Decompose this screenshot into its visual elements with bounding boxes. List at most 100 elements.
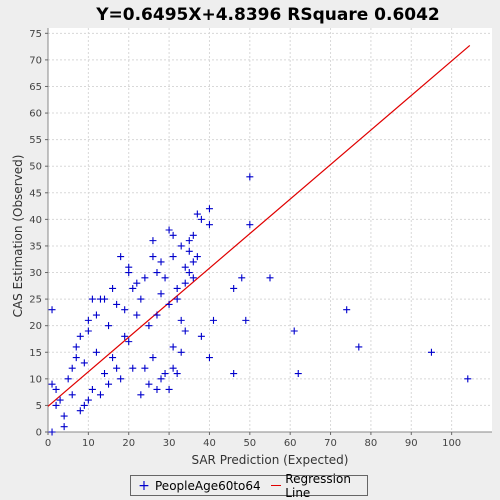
data-point	[125, 338, 133, 346]
y-tick-label: 30	[29, 268, 42, 279]
data-point	[133, 311, 141, 319]
legend-label-regression: Regression Line	[285, 471, 351, 500]
data-point	[48, 306, 56, 314]
data-point	[121, 306, 129, 314]
data-point	[48, 380, 56, 388]
data-point	[137, 295, 145, 303]
data-point	[181, 327, 189, 335]
data-point	[153, 385, 161, 393]
data-point	[52, 385, 60, 393]
data-point	[205, 205, 213, 213]
x-tick-label: 70	[324, 438, 337, 449]
data-point	[68, 364, 76, 372]
data-point	[294, 370, 302, 378]
data-point	[242, 316, 250, 324]
scatter-points	[48, 173, 472, 436]
y-tick-label: 5	[36, 401, 42, 412]
y-tick-label: 15	[29, 348, 42, 359]
data-point	[169, 343, 177, 351]
data-point	[230, 370, 238, 378]
data-point	[464, 375, 472, 383]
data-point	[266, 274, 274, 282]
x-tick-label: 100	[442, 438, 461, 449]
data-point	[64, 375, 72, 383]
data-point	[145, 380, 153, 388]
y-tick-label: 10	[29, 374, 42, 385]
data-point	[343, 306, 351, 314]
data-point	[169, 253, 177, 261]
chart-legend: + PeopleAge60to64 Regression Line	[130, 472, 368, 500]
data-point	[113, 300, 121, 308]
data-point	[165, 300, 173, 308]
y-tick-label: 55	[29, 135, 42, 146]
y-axis-ticks: 0 5 10 15 20 25 30 35 40 45 50 55 60 65 70 75	[29, 29, 48, 439]
x-tick-label: 90	[405, 438, 418, 449]
chart-title: Y=0.6495X+4.8396 RSquare 0.6042	[95, 5, 440, 25]
y-tick-label: 40	[29, 215, 42, 226]
data-point	[60, 423, 68, 431]
data-point	[181, 279, 189, 287]
data-point	[246, 221, 254, 229]
data-point	[80, 401, 88, 409]
data-point	[117, 375, 125, 383]
regression-line-layer	[47, 45, 471, 407]
data-point	[205, 354, 213, 362]
data-point	[92, 311, 100, 319]
x-tick-label: 60	[284, 438, 297, 449]
legend-item-regression: Regression Line	[270, 471, 357, 500]
data-point	[193, 210, 201, 218]
y-tick-label: 50	[29, 162, 42, 173]
data-point	[165, 385, 173, 393]
data-point	[153, 269, 161, 277]
data-point	[230, 284, 238, 292]
data-point	[129, 364, 137, 372]
y-tick-label: 70	[29, 55, 42, 66]
legend-item-points: + PeopleAge60to64	[137, 479, 261, 493]
data-point	[197, 215, 205, 223]
y-tick-label: 75	[29, 29, 42, 40]
data-point	[185, 237, 193, 245]
data-point	[205, 221, 213, 229]
y-tick-label: 60	[29, 109, 42, 120]
data-point	[157, 258, 165, 266]
data-point	[84, 396, 92, 404]
y-axis-label: CAS Estimation (Observed)	[11, 155, 25, 318]
plot-area	[48, 28, 492, 432]
data-point	[185, 247, 193, 255]
data-point	[117, 253, 125, 261]
y-tick-label: 35	[29, 241, 42, 252]
x-tick-label: 10	[82, 438, 95, 449]
data-point	[68, 391, 76, 399]
data-point	[96, 391, 104, 399]
data-point	[177, 242, 185, 250]
data-point	[173, 295, 181, 303]
data-point	[101, 370, 109, 378]
x-tick-label: 0	[45, 438, 51, 449]
data-point	[80, 359, 88, 367]
data-point	[149, 237, 157, 245]
data-point	[84, 316, 92, 324]
y-tick-label: 65	[29, 82, 42, 93]
y-tick-label: 0	[36, 428, 42, 439]
legend-label-points: PeopleAge60to64	[155, 478, 261, 493]
axes	[47, 28, 492, 433]
data-point	[157, 375, 165, 383]
data-point	[177, 316, 185, 324]
data-point	[177, 348, 185, 356]
data-point	[133, 279, 141, 287]
data-point	[121, 332, 129, 340]
x-axis-label: SAR Prediction (Expected)	[192, 453, 349, 467]
data-point	[149, 253, 157, 261]
y-tick-label: 20	[29, 321, 42, 332]
regression-line	[47, 45, 471, 407]
data-point	[48, 428, 56, 436]
data-point	[113, 364, 121, 372]
data-point	[84, 327, 92, 335]
data-point	[185, 269, 193, 277]
y-tick-label: 45	[29, 188, 42, 199]
data-point	[76, 407, 84, 415]
data-point	[76, 332, 84, 340]
data-point	[189, 231, 197, 239]
x-tick-label: 30	[163, 438, 176, 449]
data-point	[161, 274, 169, 282]
